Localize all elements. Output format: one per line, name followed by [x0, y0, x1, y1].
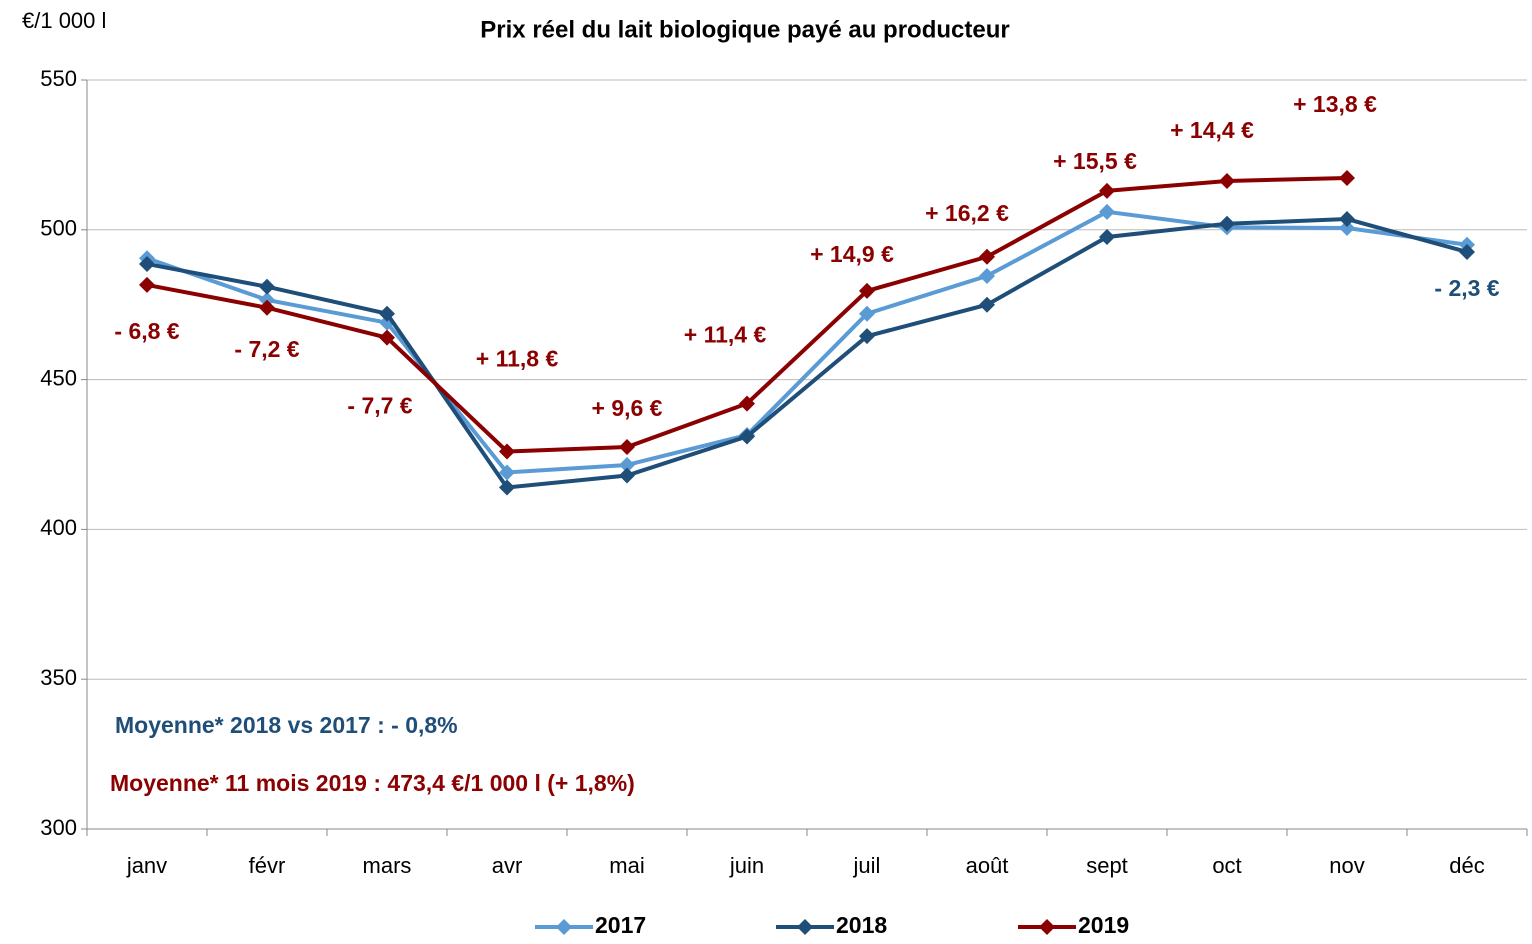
point-marker [499, 443, 515, 460]
change-label: - 7,2 € [234, 336, 299, 362]
point-marker [139, 255, 155, 272]
legend-label: 2017 [595, 912, 646, 938]
x-tick-label: avr [492, 853, 523, 878]
y-tick-label: 400 [40, 515, 77, 540]
point-marker [1099, 203, 1115, 220]
point-marker [1339, 169, 1355, 186]
point-marker [1219, 172, 1235, 189]
change-label: + 13,8 € [1293, 91, 1377, 117]
legend-marker [797, 919, 813, 935]
series-line [146, 217, 1468, 490]
change-label: - 2,3 € [1434, 275, 1499, 301]
point-marker [379, 329, 395, 346]
y-tick-label: 450 [40, 365, 77, 390]
x-tick-label: juil [853, 853, 881, 878]
x-tick-label: sept [1086, 853, 1128, 878]
x-tick-label: mars [363, 853, 412, 878]
change-label: - 6,8 € [114, 318, 179, 344]
point-marker [379, 305, 395, 322]
change-label: + 15,5 € [1053, 148, 1137, 174]
point-marker [259, 278, 275, 295]
point-marker [1339, 220, 1355, 237]
x-tick-label: nov [1329, 853, 1364, 878]
legend-label: 2018 [836, 912, 887, 938]
change-label: + 9,6 € [592, 395, 663, 421]
x-tick-label: juin [729, 853, 764, 878]
x-tick-label: août [966, 853, 1009, 878]
x-tick-label: oct [1212, 853, 1241, 878]
note: Moyenne* 2018 vs 2017 : - 0,8% [115, 712, 458, 738]
y-tick-label: 500 [40, 216, 77, 241]
point-marker [619, 456, 635, 473]
series-line [146, 209, 1468, 475]
change-label: + 14,9 € [810, 241, 894, 267]
change-label: - 7,7 € [347, 393, 412, 419]
point-marker [1099, 228, 1115, 245]
note: Moyenne* 11 mois 2019 : 473,4 €/1 000 l … [110, 770, 635, 796]
point-marker [979, 296, 995, 313]
point-marker [499, 479, 515, 496]
x-tick-label: déc [1449, 853, 1484, 878]
point-marker [499, 464, 515, 481]
point-marker [619, 439, 635, 456]
point-marker [1219, 215, 1235, 232]
change-label: + 11,4 € [684, 322, 767, 348]
y-tick-label: 550 [40, 66, 77, 91]
point-marker [739, 428, 755, 445]
chart-title: Prix réel du lait biologique payé au pro… [480, 16, 1009, 43]
change-label: + 16,2 € [925, 200, 1009, 226]
x-tick-label: févr [249, 853, 286, 878]
point-marker [1459, 243, 1475, 260]
point-marker [1099, 182, 1115, 199]
point-marker [739, 395, 755, 412]
change-label: + 14,4 € [1170, 117, 1254, 143]
point-marker [859, 328, 875, 345]
change-label: + 11,8 € [476, 346, 559, 372]
y-tick-label: 350 [40, 665, 77, 690]
legend-label: 2019 [1078, 912, 1129, 938]
x-tick-label: mai [609, 853, 644, 878]
y-unit: €/1 000 l [22, 8, 106, 33]
point-marker [979, 248, 995, 265]
point-marker [619, 467, 635, 484]
legend-marker [1039, 919, 1055, 935]
point-marker [859, 305, 875, 322]
point-marker [139, 276, 155, 293]
legend-marker [556, 919, 572, 935]
y-tick-label: 300 [40, 815, 77, 840]
point-marker [859, 282, 875, 299]
point-marker [259, 299, 275, 316]
point-marker [1339, 211, 1355, 228]
point-marker [979, 267, 995, 284]
x-tick-label: janv [126, 853, 167, 878]
